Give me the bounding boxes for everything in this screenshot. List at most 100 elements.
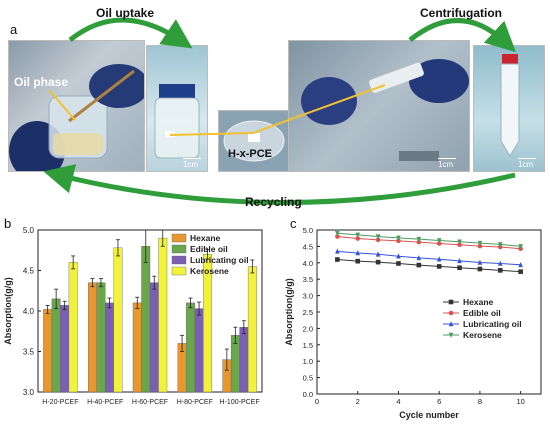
y-tick-label: 2.5 (303, 308, 313, 317)
jar-body (154, 97, 200, 159)
data-point (375, 234, 381, 240)
y-tick-label: 3.0 (303, 292, 313, 301)
panel-a-label: a (10, 22, 18, 37)
bar-chart: 3.0 3.5 4.0 4.5 5.0 Absorption(g/g) H-20-PCEF H… (3, 226, 263, 406)
data-point (477, 243, 483, 249)
legend-label: Hexane (190, 233, 221, 243)
bar (132, 302, 142, 393)
scale-bar-1 (183, 158, 201, 159)
x-tick-label: H-100-PCEF (220, 399, 260, 406)
y-tick-label: 1.0 (303, 357, 313, 366)
data-point (396, 238, 401, 244)
data-point (396, 261, 401, 266)
data-point (518, 244, 523, 250)
series-line (337, 236, 521, 250)
panel-c-label: c (290, 216, 297, 231)
glove-right-2 (409, 59, 469, 103)
recycling-arrow (43, 164, 516, 205)
legend-label: Hexane (463, 297, 494, 307)
y-tick-label: 0.0 (303, 390, 313, 399)
scale-bar-3 (518, 158, 536, 159)
data-point (355, 232, 361, 238)
legend-marker (448, 321, 454, 327)
process-arrows (43, 17, 516, 205)
bar (158, 237, 168, 393)
y-tick-label: 5.0 (303, 226, 313, 235)
legend-label: Kerosene (463, 330, 502, 340)
x-tick-label: 6 (437, 397, 441, 406)
data-point (396, 253, 401, 259)
bar (194, 308, 204, 393)
series-line (337, 259, 521, 273)
x-tick-label: 4 (396, 397, 400, 406)
data-point (335, 230, 340, 237)
centrifugation-arrow (408, 18, 516, 53)
photo-oil-phase (8, 40, 145, 172)
bar (96, 282, 106, 393)
y-axis-label: Absorption(g/g) (3, 277, 13, 344)
photo-jar-sample (146, 45, 208, 172)
legend-swatch (171, 233, 187, 243)
data-point (457, 258, 462, 264)
tube-body (500, 63, 520, 157)
oil-layer (53, 133, 103, 155)
bar (87, 282, 97, 393)
legend-label: Lubricating oil (463, 319, 522, 329)
data-point (436, 264, 442, 269)
scale-bar-2 (438, 158, 456, 159)
legend-label: Kerosene (190, 266, 229, 276)
bar (247, 266, 257, 393)
legend-swatch (171, 244, 187, 254)
y-tick-label: 5.0 (23, 226, 35, 235)
bar (68, 262, 78, 393)
data-point (335, 248, 340, 254)
x-tick-label: 0 (315, 397, 319, 406)
data-point (497, 268, 503, 273)
bar (239, 326, 249, 393)
y-tick-label: 3.5 (23, 348, 35, 357)
y-tick-label: 4.0 (23, 307, 35, 316)
x-tick-label: H-60-PCEF (132, 399, 168, 406)
legend-label: Edible oil (190, 244, 228, 254)
y-tick-label: 4.5 (23, 267, 35, 276)
oil-phase-pointer (48, 89, 76, 121)
x-tick-label: 8 (478, 397, 482, 406)
legend-swatch (171, 266, 187, 276)
x-tick-label: H-20-PCEF (42, 399, 78, 406)
bar (141, 246, 151, 393)
legend-swatch (171, 255, 187, 265)
y-tick-label: 3.0 (23, 388, 35, 397)
data-point (335, 257, 340, 262)
data-point (416, 255, 422, 261)
x-axis-label: Cycle number (399, 410, 459, 420)
x-tick-label: H-40-PCEF (87, 399, 123, 406)
recycling-label: Recycling (245, 195, 302, 209)
scale-text-3: 1cm (518, 160, 534, 169)
y-axis-label: Absorption(g/g) (284, 278, 294, 345)
panel-a: a Oil phase 1cm H-x-PCE (8, 6, 545, 209)
data-point (355, 250, 361, 256)
data-point (436, 238, 442, 244)
bar (60, 305, 70, 393)
legend-label: Edible oil (463, 308, 501, 318)
pce-label: H-x-PCE (228, 148, 273, 160)
data-point (375, 259, 381, 265)
data-point (497, 242, 503, 248)
bar (113, 247, 123, 393)
scale-text-2: 1cm (438, 160, 454, 169)
y-tick-label: 1.5 (303, 341, 313, 350)
bar (230, 335, 240, 393)
jar-cap (159, 84, 195, 98)
legend-marker (448, 299, 454, 305)
legend-marker (448, 332, 454, 338)
data-point (416, 239, 422, 245)
data-point (457, 239, 462, 245)
data-point (355, 258, 361, 264)
bar (149, 282, 159, 393)
x-tick-label: 10 (516, 397, 524, 406)
legend-marker (448, 310, 454, 316)
bar (104, 302, 114, 393)
bar (51, 298, 61, 393)
oil-uptake-label: Oil uptake (96, 6, 155, 20)
tube-cap (502, 54, 518, 64)
